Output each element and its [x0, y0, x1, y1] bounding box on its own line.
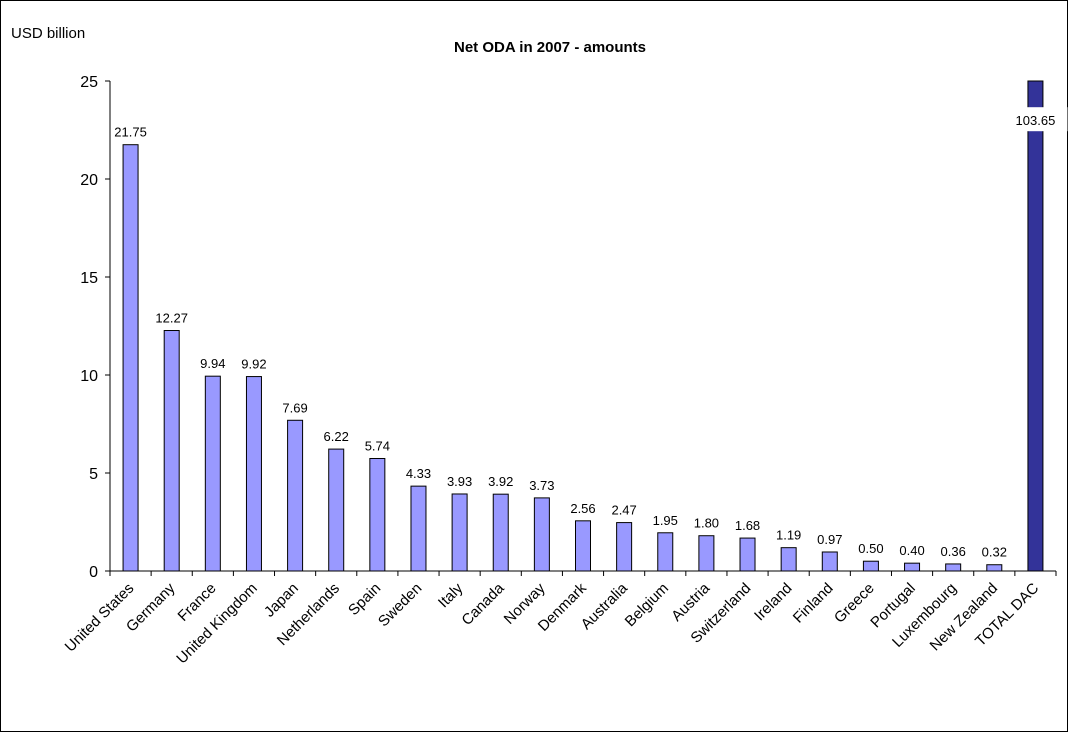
bar [575, 520, 591, 572]
bar [862, 560, 879, 572]
bar [616, 522, 633, 572]
data-label: 6.22 [324, 429, 349, 444]
bar [204, 375, 221, 572]
bar [245, 376, 262, 572]
y-tick-label: 10 [80, 368, 98, 385]
truncated-bar-break [1003, 107, 1068, 132]
bar [451, 493, 468, 572]
bar [739, 537, 756, 572]
y-tick-label: 20 [80, 172, 98, 189]
data-label: 1.68 [735, 518, 760, 533]
data-label: 9.92 [241, 357, 266, 372]
data-label: 103.65 [1016, 113, 1056, 128]
bar [821, 551, 838, 572]
data-label: 0.32 [982, 545, 1007, 560]
y-tick-label: 15 [80, 270, 98, 287]
bar [1027, 80, 1044, 572]
bar [122, 144, 139, 572]
data-label: 2.56 [570, 501, 595, 516]
data-label: 2.47 [611, 503, 636, 518]
x-tick-label: United States [62, 580, 138, 656]
data-label: 5.74 [365, 438, 390, 453]
x-tick-label: Italy [435, 579, 467, 611]
data-label: 7.69 [282, 400, 307, 415]
data-label: 3.93 [447, 474, 472, 489]
x-tick-label: Spain [345, 580, 384, 619]
bar [780, 547, 797, 572]
y-axis-label: USD billion [11, 25, 85, 42]
data-label: 4.33 [406, 466, 431, 481]
data-label: 0.50 [858, 541, 883, 556]
bar [945, 563, 962, 572]
data-label: 0.36 [941, 544, 966, 559]
data-label: 21.75 [114, 125, 147, 140]
data-label: 1.19 [776, 528, 801, 543]
data-label: 3.92 [488, 474, 513, 489]
y-tick-label: 25 [80, 74, 98, 91]
x-tick-label: Ireland [751, 580, 795, 624]
y-tick-label: 0 [89, 564, 98, 581]
bar [533, 497, 550, 572]
bar [904, 562, 921, 572]
bar [492, 493, 509, 572]
y-tick-label: 5 [89, 466, 98, 483]
data-label: 1.80 [694, 516, 719, 531]
bar [698, 535, 715, 572]
data-label: 0.40 [899, 543, 924, 558]
axis-layer: 0 5 10 15 20 25 [80, 74, 1057, 581]
data-label: 12.27 [155, 311, 188, 326]
bar [410, 485, 427, 572]
bar [657, 532, 674, 572]
x-tick-label: Australia [578, 579, 632, 633]
bar [287, 419, 304, 572]
data-label: 3.73 [529, 478, 554, 493]
chart-title: Net ODA in 2007 - amounts [454, 39, 646, 56]
bars-layer [122, 80, 1044, 572]
x-tick-label: Belgium [622, 580, 672, 630]
bar [369, 457, 386, 572]
bar [986, 564, 1003, 572]
data-label: 0.97 [817, 532, 842, 547]
data-label: 1.95 [653, 513, 678, 528]
bar [163, 330, 180, 572]
x-tick-label: Sweden [375, 580, 425, 630]
data-label: 9.94 [200, 356, 225, 371]
bar [328, 448, 345, 572]
x-tick-label: Finland [790, 580, 837, 627]
x-tick-label: Canada [458, 579, 508, 629]
